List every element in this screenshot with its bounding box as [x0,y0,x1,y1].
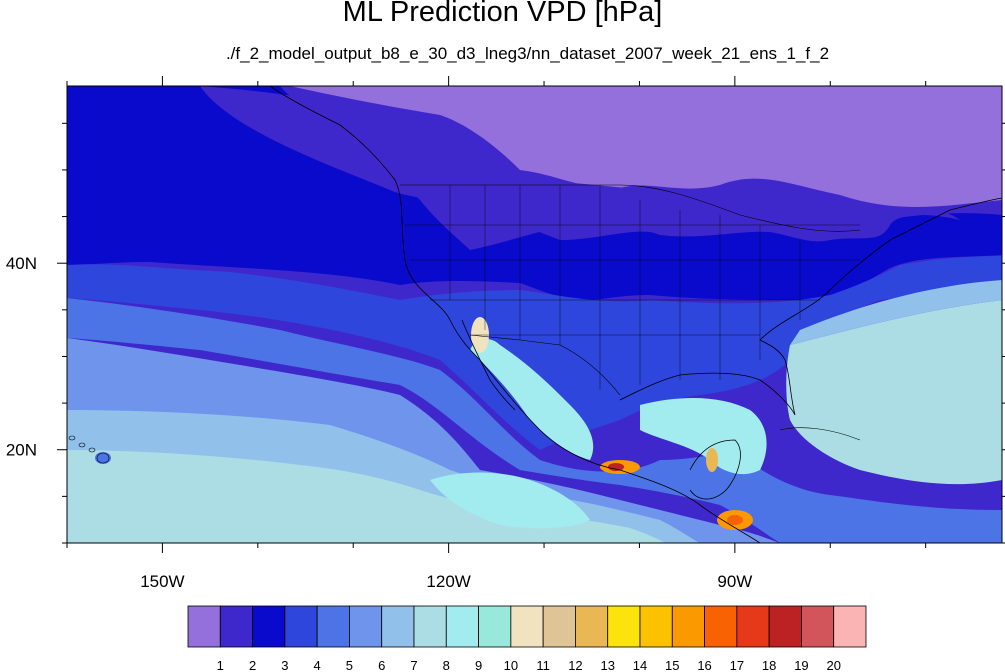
colorbar-label: 20 [826,658,840,672]
colorbar-label: 9 [475,658,482,672]
colorbar-label: 19 [794,658,808,672]
border-us-canada [400,184,861,232]
colorbar-label: 6 [378,658,385,672]
colorbar-swatch [284,605,318,648]
colorbar-label: 15 [665,658,679,672]
colorbar-swatch [413,605,447,648]
chart-title: ML Prediction VPD [hPa] [342,0,663,28]
colorbar-swatch [219,605,253,648]
y-tick-label: 40N [6,254,37,273]
colorbar-label: 14 [633,658,647,672]
colorbar-swatch [607,605,641,648]
axis-tick-labels: 150W 120W 90W 40N 20N [6,254,753,591]
colorbar-swatch [801,605,835,648]
field-band-1 [67,86,1002,207]
colorbar-swatch [349,605,383,648]
field-band-9-gulf [640,398,767,475]
colorbar-label: 12 [568,658,582,672]
x-tick-label: 90W [717,572,752,591]
colorbar-swatch [704,605,738,648]
colorbar-label: 8 [443,658,450,672]
field-hotspot-mexico-1-core [608,463,624,471]
colorbar-swatch [252,605,286,648]
colorbar-label: 17 [730,658,744,672]
field-band-8-atlantic [786,300,1002,485]
coastline-baja [461,319,516,411]
field-band-9-pacific [430,472,590,529]
colorbar-label: 11 [536,658,550,672]
colorbar-label: 13 [600,658,614,672]
colorbar-swatch [478,605,512,648]
colorbar-swatch [187,605,221,648]
colorbar-label: 4 [314,658,321,672]
field-hotspot-gulf [706,448,718,472]
field-band-2 [67,86,960,242]
colorbar-label: 7 [410,658,417,672]
colorbar-swatch [381,605,415,648]
y-tick-label: 20N [6,441,37,460]
field-band-5 [67,298,1002,543]
coastline-west [269,86,761,543]
chart-subtitle: ./f_2_model_output_b8_e_30_d3_lneg3/nn_d… [225,44,830,63]
colorbar-swatch [542,605,576,648]
colorbar-label: 5 [346,658,353,672]
state-borders [405,185,860,390]
x-tick-label: 120W [426,572,470,591]
colorbar-label: 1 [217,658,224,672]
colorbar-swatch [575,605,609,648]
colorbar-swatch [671,605,705,648]
colorbar-label: 16 [697,658,711,672]
coastline-yucatan [689,439,741,500]
field-hawaii-low [95,452,111,464]
coastline-cuba [779,427,861,441]
colorbar-swatch [833,605,867,648]
hawaii-islands [68,435,110,464]
colorbar-swatch [639,605,673,648]
field-band-7-atlantic [790,280,1002,345]
colorbar-swatch [510,605,544,648]
axis-ticks [57,76,1005,553]
coastline-gulf [619,197,1002,416]
colorbar: 1 2 3 4 5 6 7 8 9 10 11 12 13 14 15 16 17 18 19 20 [187,605,867,672]
plot-frame [66,85,1003,544]
colorbar-label: 2 [249,658,256,672]
field-hotspot-central-america-core [727,515,743,525]
field-band-4 [67,256,1002,450]
field-band-9-mexico [470,338,594,460]
colorbar-swatch [736,605,770,648]
x-tick-label: 150W [140,572,184,591]
colorbar-swatch [445,605,479,648]
colorbar-swatch [768,605,802,648]
border-us-mexico [469,334,621,396]
colorbar-swatch [316,605,350,648]
colorbar-label: 18 [762,658,776,672]
colorbar-label: 10 [504,658,518,672]
colorbar-label: 3 [281,658,288,672]
